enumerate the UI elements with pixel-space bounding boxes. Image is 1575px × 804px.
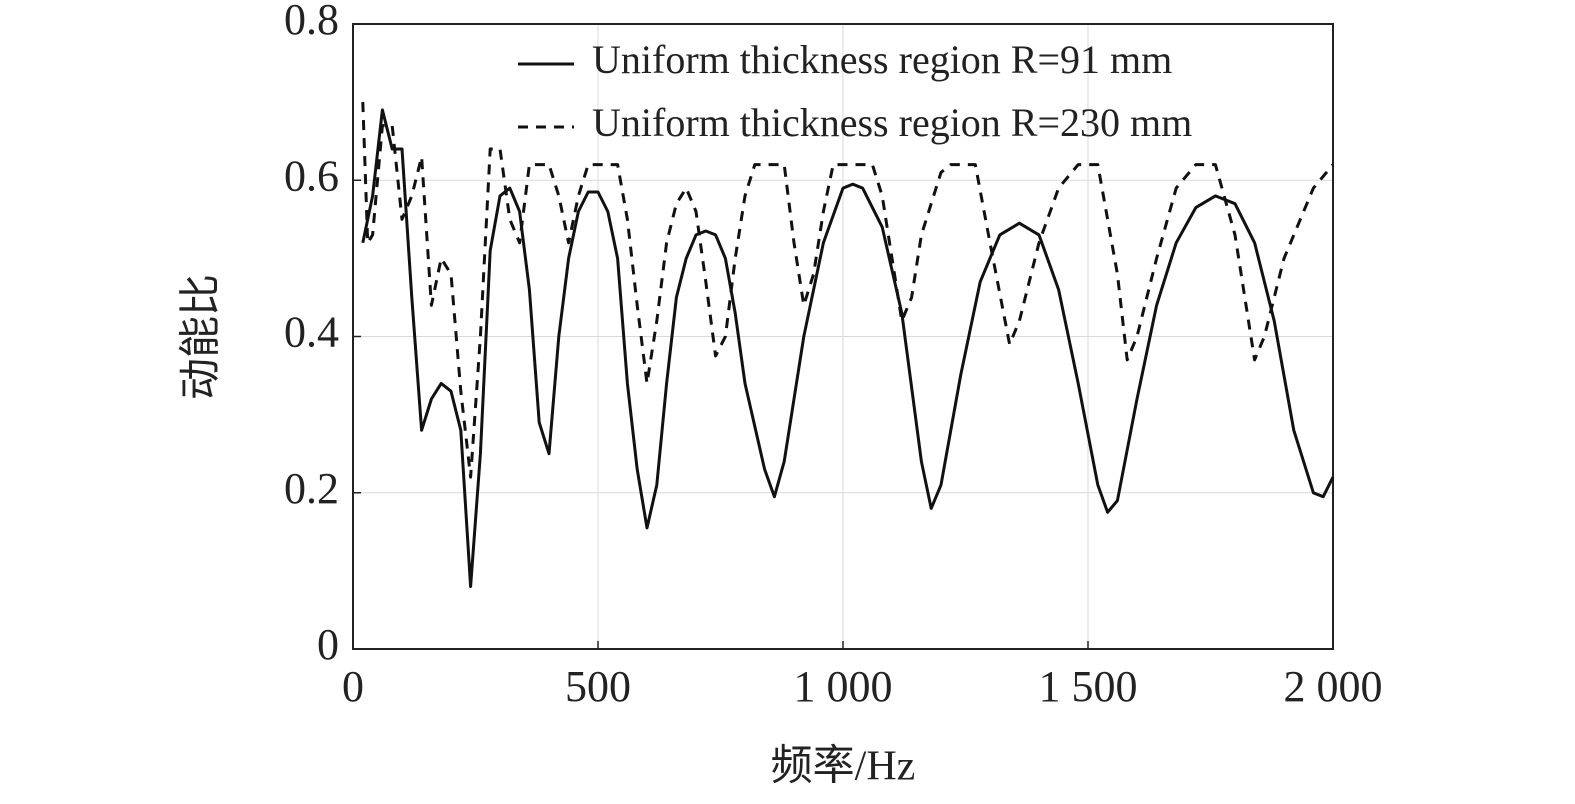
x-tick-label: 2 000 xyxy=(1284,662,1383,711)
x-tick-label: 1 500 xyxy=(1039,662,1138,711)
legend-label: Uniform thickness region R=230 mm xyxy=(592,100,1192,145)
legend-label: Uniform thickness region R=91 mm xyxy=(592,37,1172,82)
x-tick-label: 1 000 xyxy=(794,662,893,711)
line-series xyxy=(361,108,1335,588)
x-axis-label: 频率/Hz xyxy=(771,743,916,790)
y-tick-label: 0.4 xyxy=(284,308,339,357)
x-tick-label: 500 xyxy=(565,662,631,711)
y-tick-label: 0.2 xyxy=(284,464,339,513)
line-series xyxy=(361,102,1335,479)
y-tick-label: 0.8 xyxy=(284,0,339,44)
plot-frame xyxy=(352,23,1334,650)
x-tick-label: 0 xyxy=(342,662,364,711)
y-tick-label: 0 xyxy=(317,620,339,669)
y-tick-label: 0.6 xyxy=(284,151,339,200)
y-axis-label: 动能比 xyxy=(179,274,225,400)
